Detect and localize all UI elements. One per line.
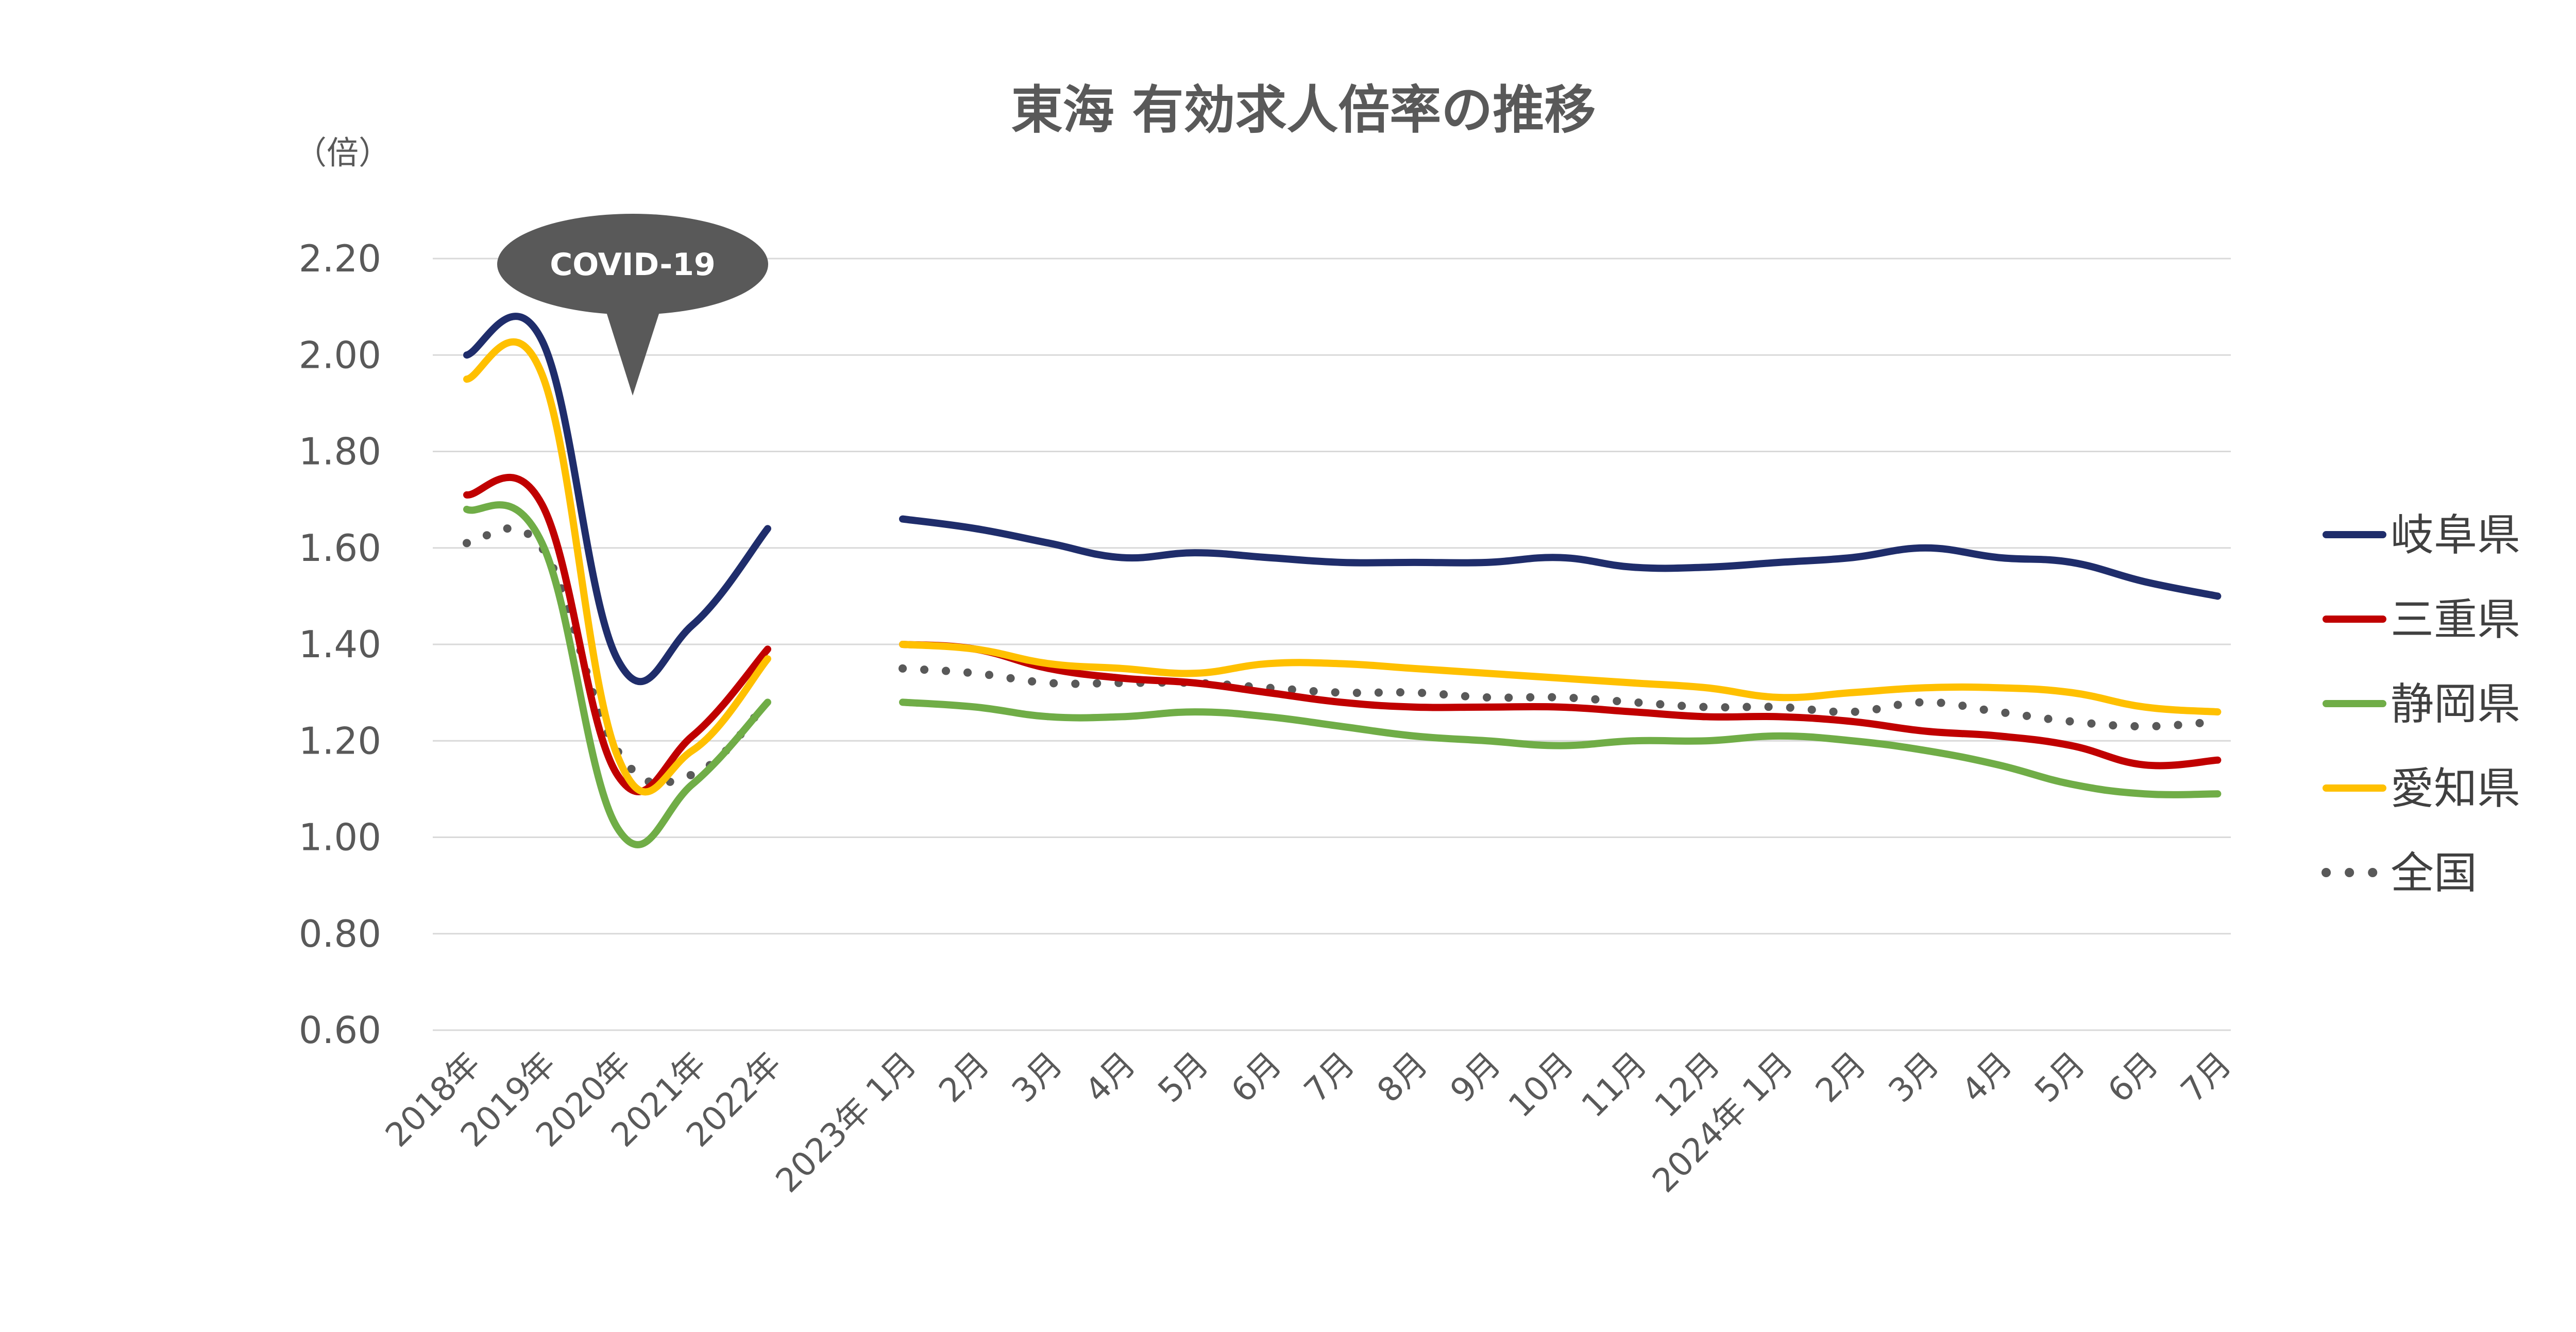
x-tick-label: 10月 [1501, 1045, 1581, 1125]
y-axis-ticks: 2.20 2.00 1.80 1.60 1.40 1.20 1.00 0.80 0.60 [299, 237, 381, 1052]
series-line-monthly-全国 [899, 664, 2222, 731]
y-axis-unit-label: （倍） [295, 134, 391, 172]
callout-bubble [497, 214, 768, 315]
x-tick-label: 2月 [1808, 1045, 1873, 1110]
x-tick-label: 3月 [1882, 1045, 1946, 1110]
y-tick-label: 1.20 [299, 719, 381, 762]
x-tick-label: 2月 [932, 1045, 997, 1110]
x-tick-label: 6月 [2101, 1045, 2166, 1110]
series-line-monthly-愛知県 [899, 641, 2222, 716]
y-tick-label: 0.80 [299, 912, 381, 955]
x-tick-label: 7月 [2174, 1045, 2239, 1110]
y-tick-label: 2.20 [299, 237, 381, 280]
y-tick-label: 1.60 [299, 526, 381, 570]
covid-callout: COVID-19 [497, 214, 768, 396]
legend-label: 岐阜県 [2391, 510, 2520, 560]
series-line-monthly-三重県 [899, 641, 2222, 770]
series-lines [463, 313, 2222, 848]
x-tick-label: 5月 [1151, 1045, 1216, 1110]
legend-label: 全国 [2391, 848, 2477, 898]
x-tick-label: 8月 [1370, 1045, 1435, 1110]
series-line-annual-岐阜県 [463, 313, 771, 685]
y-tick-label: 2.00 [299, 333, 381, 377]
chart-title: 東海 有効求人倍率の推移 [1011, 80, 1596, 140]
x-tick-label: 5月 [2028, 1045, 2093, 1110]
legend-label: 愛知県 [2391, 763, 2520, 814]
y-tick-label: 0.60 [299, 1009, 381, 1052]
series-line-annual-三重県 [463, 473, 771, 795]
y-tick-label: 1.40 [299, 623, 381, 666]
series-line-monthly-岐阜県 [899, 515, 2222, 600]
x-tick-label: 9月 [1443, 1045, 1508, 1110]
series-line-monthly-静岡県 [899, 698, 2222, 798]
y-tick-label: 1.00 [299, 816, 381, 859]
x-tick-label: 3月 [1005, 1045, 1070, 1110]
x-tick-label: 7月 [1297, 1045, 1362, 1110]
legend-label: 三重県 [2391, 594, 2520, 645]
x-tick-label: 4月 [1955, 1045, 2020, 1110]
series-line-annual-愛知県 [463, 338, 771, 796]
x-tick-label: 11月 [1574, 1045, 1654, 1125]
x-tick-label: 2023年 1月 [769, 1045, 924, 1200]
gridlines [433, 258, 2231, 1031]
y-tick-label: 1.80 [299, 430, 381, 473]
callout-label: COVID-19 [550, 247, 716, 283]
x-tick-label: 4月 [1078, 1045, 1143, 1110]
callout-pointer [605, 309, 660, 396]
x-tick-label: 6月 [1224, 1045, 1289, 1110]
legend-label: 静岡県 [2391, 679, 2520, 729]
series-line-annual-静岡県 [463, 501, 771, 848]
